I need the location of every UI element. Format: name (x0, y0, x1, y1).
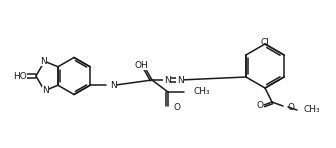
Text: O: O (173, 103, 180, 112)
Text: O: O (287, 103, 294, 111)
Text: CH₃: CH₃ (303, 106, 320, 115)
Text: OH: OH (134, 61, 148, 70)
Text: N: N (164, 75, 170, 85)
Text: N: N (42, 86, 49, 95)
Text: HO: HO (13, 71, 27, 81)
Text: N: N (110, 81, 117, 90)
Text: CH₃: CH₃ (193, 87, 210, 96)
Text: H: H (41, 89, 48, 98)
Text: N: N (177, 75, 183, 85)
Text: N: N (40, 57, 47, 66)
Text: O: O (256, 100, 263, 110)
Text: Cl: Cl (260, 38, 269, 47)
